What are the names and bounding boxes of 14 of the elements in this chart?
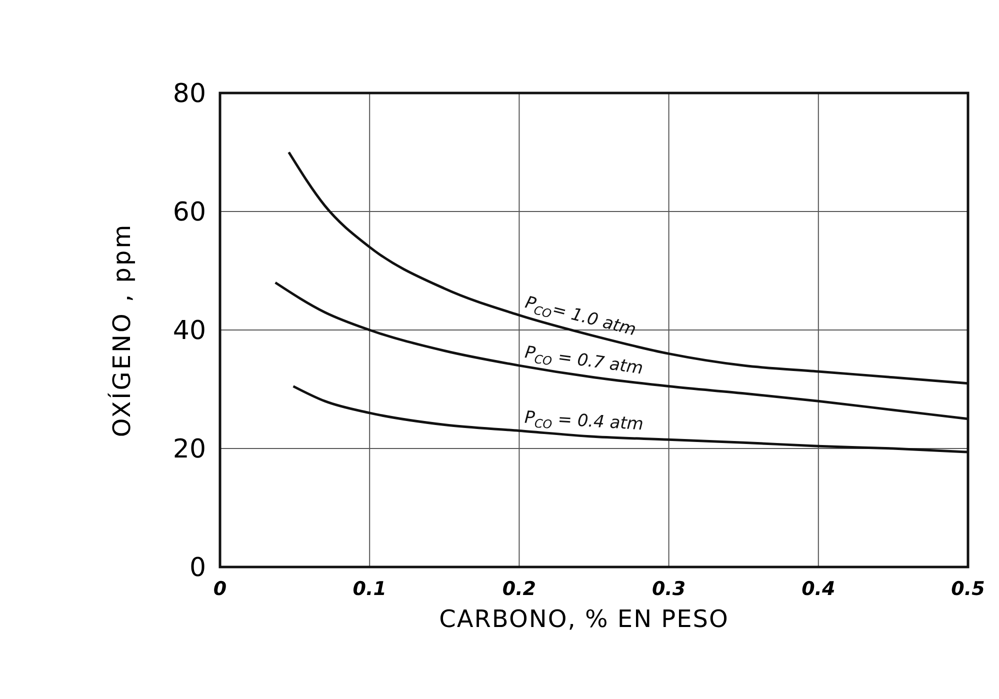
y-tick-label: 20 [172, 434, 206, 464]
y-tick-label: 40 [172, 316, 206, 346]
series-label: P$_{CO}$ = 0.4 atm [524, 408, 644, 435]
text: P$_{CO}$ = 0.7 atm [524, 342, 644, 379]
x-tick-label: 0.5 [951, 578, 985, 600]
x-tick-label: 0.1 [352, 578, 386, 600]
y-tick-label: 80 [172, 79, 206, 109]
x-tick-label: 0.3 [652, 578, 686, 600]
y-axis-title: OXÍGENO , ppm [107, 222, 136, 438]
x-axis-title: CARBONO, % EN PESO [439, 605, 729, 633]
y-tick-label: 60 [172, 198, 206, 228]
x-tick-label: 0.4 [802, 578, 836, 600]
x-tick-label: 0.2 [502, 578, 536, 600]
x-tick-label: 0 [213, 578, 227, 600]
